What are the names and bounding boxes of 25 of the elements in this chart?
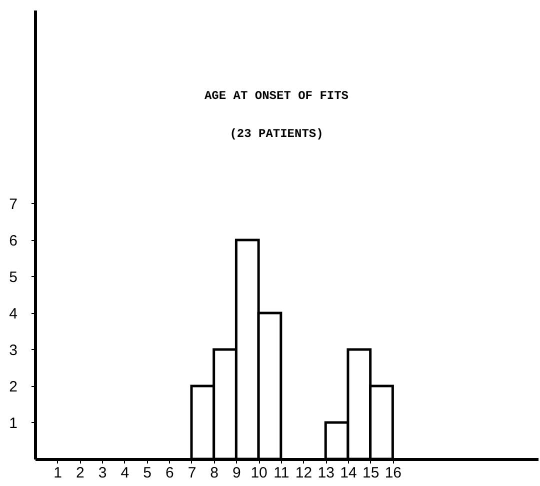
y-tick-label: 2 xyxy=(9,378,18,396)
x-tick-label: 15 xyxy=(362,464,380,482)
x-tick-label: 9 xyxy=(232,464,241,482)
y-tick-label: 7 xyxy=(9,196,18,213)
x-tick-label: 5 xyxy=(143,464,152,482)
x-tick-label: 12 xyxy=(295,464,312,482)
x-tick-label: 6 xyxy=(165,464,174,482)
x-tick-label: 4 xyxy=(120,464,130,482)
y-tick-label: 5 xyxy=(9,268,18,286)
x-tick-label: 13 xyxy=(318,464,334,482)
x-tick-label: 7 xyxy=(188,464,196,482)
x-tick-label: 8 xyxy=(210,464,219,482)
y-tick-label: 1 xyxy=(9,414,18,432)
x-tick-label: 11 xyxy=(274,464,290,482)
text: (23 PATIENTS) xyxy=(230,127,324,141)
x-tick-label: 1 xyxy=(54,464,62,482)
text: AGE AT ONSET OF FITS xyxy=(204,89,349,103)
y-tick-label: 4 xyxy=(9,305,18,322)
y-tick-label: 3 xyxy=(9,342,18,359)
x-tick-label: 3 xyxy=(98,464,107,482)
x-tick-label: 16 xyxy=(384,464,402,482)
x-tick-label: 2 xyxy=(76,464,84,482)
x-tick-label: 14 xyxy=(340,464,357,482)
y-tick-label: 6 xyxy=(9,232,18,250)
x-tick-label: 10 xyxy=(250,464,268,482)
